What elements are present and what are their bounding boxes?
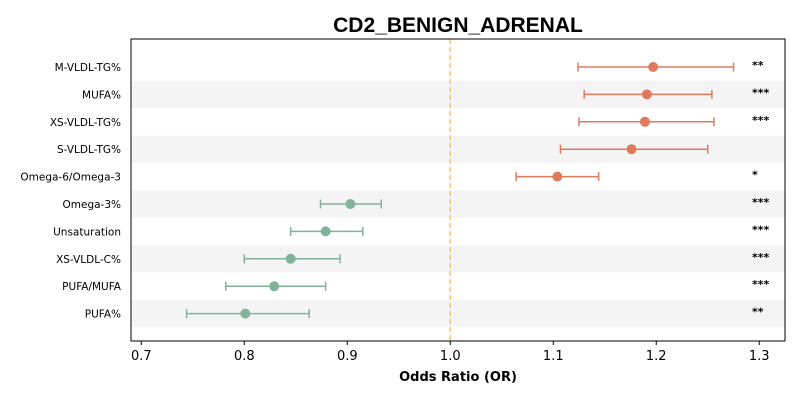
- x-tick-label: 0.7: [131, 349, 152, 364]
- row-label: PUFA/MUFA: [62, 281, 122, 293]
- odds-ratio-point: [648, 62, 659, 72]
- row-bands: [131, 80, 785, 328]
- chart-title: CD2_BENIGN_ADRENAL: [333, 14, 583, 37]
- row-labels: M-VLDL-TG% MUFA% XS-VLDL-TG% S-VLDL-TG% Omeg…: [20, 62, 121, 321]
- row-label: MUFA%: [82, 89, 121, 101]
- x-tick-label: 0.9: [337, 349, 358, 364]
- row-label: XS-VLDL-C%: [56, 254, 121, 266]
- significance-label: ***: [752, 86, 770, 99]
- row-label: S-VLDL-TG%: [57, 144, 121, 156]
- odds-ratio-point: [269, 281, 280, 292]
- row-mark: [578, 116, 715, 127]
- x-axis-label: Odds Ratio (OR): [399, 370, 517, 385]
- row-mark: [515, 171, 600, 182]
- row-mark: [577, 62, 735, 72]
- row-mark: [583, 89, 713, 100]
- row-label: Omega-6/Omega-3: [20, 172, 121, 184]
- row-mark: [319, 199, 383, 209]
- x-tick-label: 1.3: [749, 349, 770, 364]
- significance-label: **: [752, 306, 764, 319]
- x-tick-label: 1.1: [543, 349, 564, 364]
- significance-label: ***: [752, 223, 770, 236]
- row-mark: [289, 226, 364, 237]
- x-tick-label: 1.0: [440, 349, 461, 364]
- row-label: M-VLDL-TG%: [55, 62, 121, 74]
- significance-label: ***: [752, 114, 770, 127]
- plot-frame: [130, 38, 786, 342]
- row-band: [131, 245, 785, 273]
- odds-ratio-point: [641, 89, 652, 100]
- row-band: [131, 190, 785, 218]
- row-mark: [243, 253, 341, 264]
- odds-ratio-point: [552, 171, 563, 182]
- row-label: Unsaturation: [53, 226, 121, 238]
- row-label: Omega-3%: [63, 199, 122, 211]
- row-mark: [185, 308, 310, 319]
- significance-labels: ***********************: [752, 59, 770, 319]
- data-marks: [185, 62, 735, 319]
- significance-label: **: [752, 59, 764, 72]
- significance-label: *: [752, 169, 758, 182]
- significance-label: ***: [752, 251, 770, 264]
- odds-ratio-point: [345, 199, 356, 209]
- x-tick-label: 1.2: [646, 349, 667, 364]
- odds-ratio-point: [320, 226, 331, 237]
- odds-ratio-point: [285, 253, 296, 264]
- significance-label: ***: [752, 278, 770, 291]
- x-tick-label: 0.8: [234, 349, 255, 364]
- odds-ratio-point: [626, 144, 637, 155]
- row-label: XS-VLDL-TG%: [50, 117, 121, 129]
- row-label: PUFA%: [85, 309, 121, 321]
- odds-ratio-point: [240, 308, 251, 319]
- x-axis: 0.7 0.8 0.9 1.0 1.1 1.2 1.3: [131, 341, 770, 364]
- odds-ratio-point: [639, 116, 650, 127]
- row-mark: [225, 281, 327, 292]
- row-mark: [559, 144, 709, 155]
- significance-label: ***: [752, 196, 770, 209]
